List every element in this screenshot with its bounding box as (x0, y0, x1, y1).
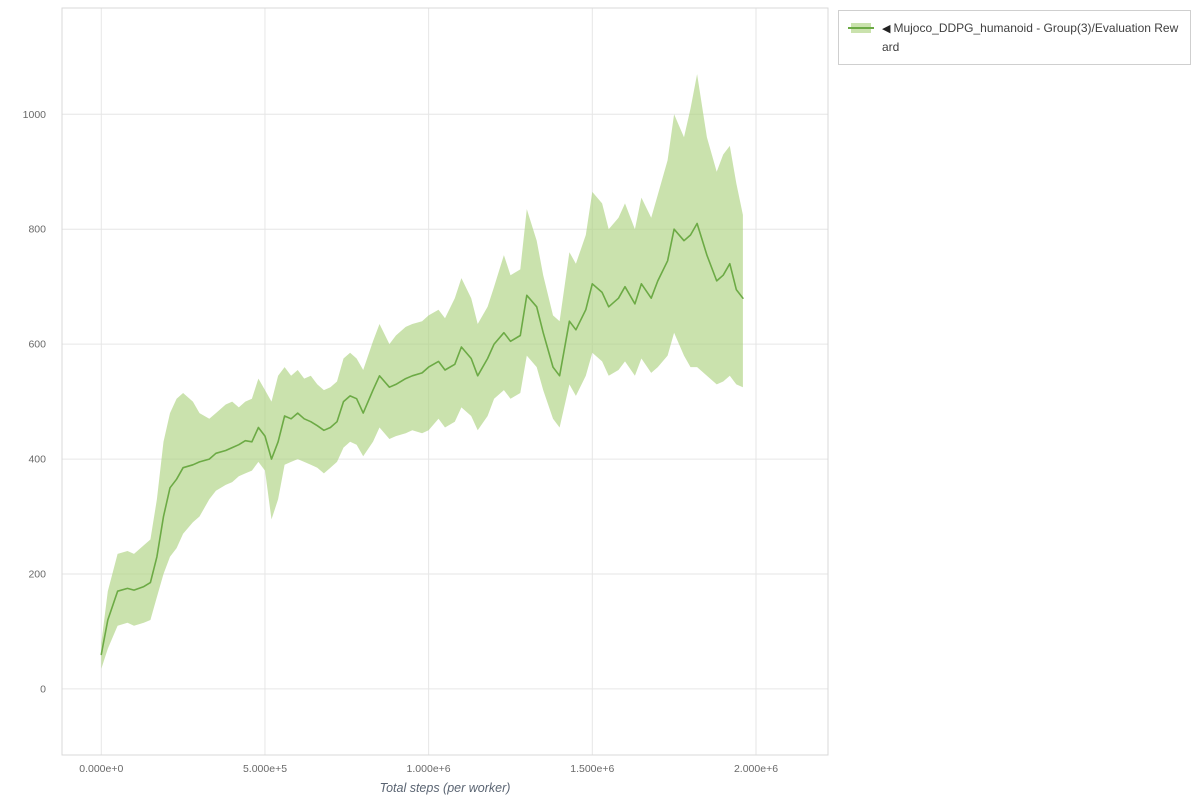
legend-label: ◀ Mujoco_DDPG_humanoid - Group(3)/Evaluat… (882, 19, 1181, 56)
x-tick-label: 1.000e+6 (407, 763, 451, 775)
y-tick-label: 400 (28, 454, 46, 466)
x-axis-title: Total steps (per worker) (380, 781, 511, 795)
y-tick-label: 800 (28, 224, 46, 236)
x-tick-label: 0.000e+0 (79, 763, 123, 775)
x-tick-label: 1.500e+6 (570, 763, 614, 775)
band-layer (101, 74, 743, 669)
x-tick-label: 5.000e+5 (243, 763, 287, 775)
legend-swatch-icon (848, 23, 874, 33)
confidence-band (101, 74, 743, 669)
legend-label-text: Mujoco_DDPG_humanoid - Group(3)/Evaluati… (882, 21, 1179, 54)
plot-frame (61, 7, 829, 756)
legend-collapse-icon[interactable]: ◀ (882, 23, 891, 35)
y-axis-labels: 0 200 400 600 800 1000 (23, 109, 47, 696)
x-axis-labels: 0.000e+0 5.000e+5 1.000e+6 1.500e+6 2.000e+6 (79, 763, 778, 775)
line-layer (100, 222, 744, 656)
y-tick-label: 0 (40, 683, 46, 695)
mean-line (100, 222, 744, 656)
y-tick-label: 200 (28, 569, 46, 581)
y-tick-label: 600 (28, 339, 46, 351)
x-tick-label: 2.000e+6 (734, 763, 778, 775)
y-tick-label: 1000 (23, 109, 47, 121)
legend[interactable]: ◀ Mujoco_DDPG_humanoid - Group(3)/Evaluat… (838, 10, 1191, 65)
